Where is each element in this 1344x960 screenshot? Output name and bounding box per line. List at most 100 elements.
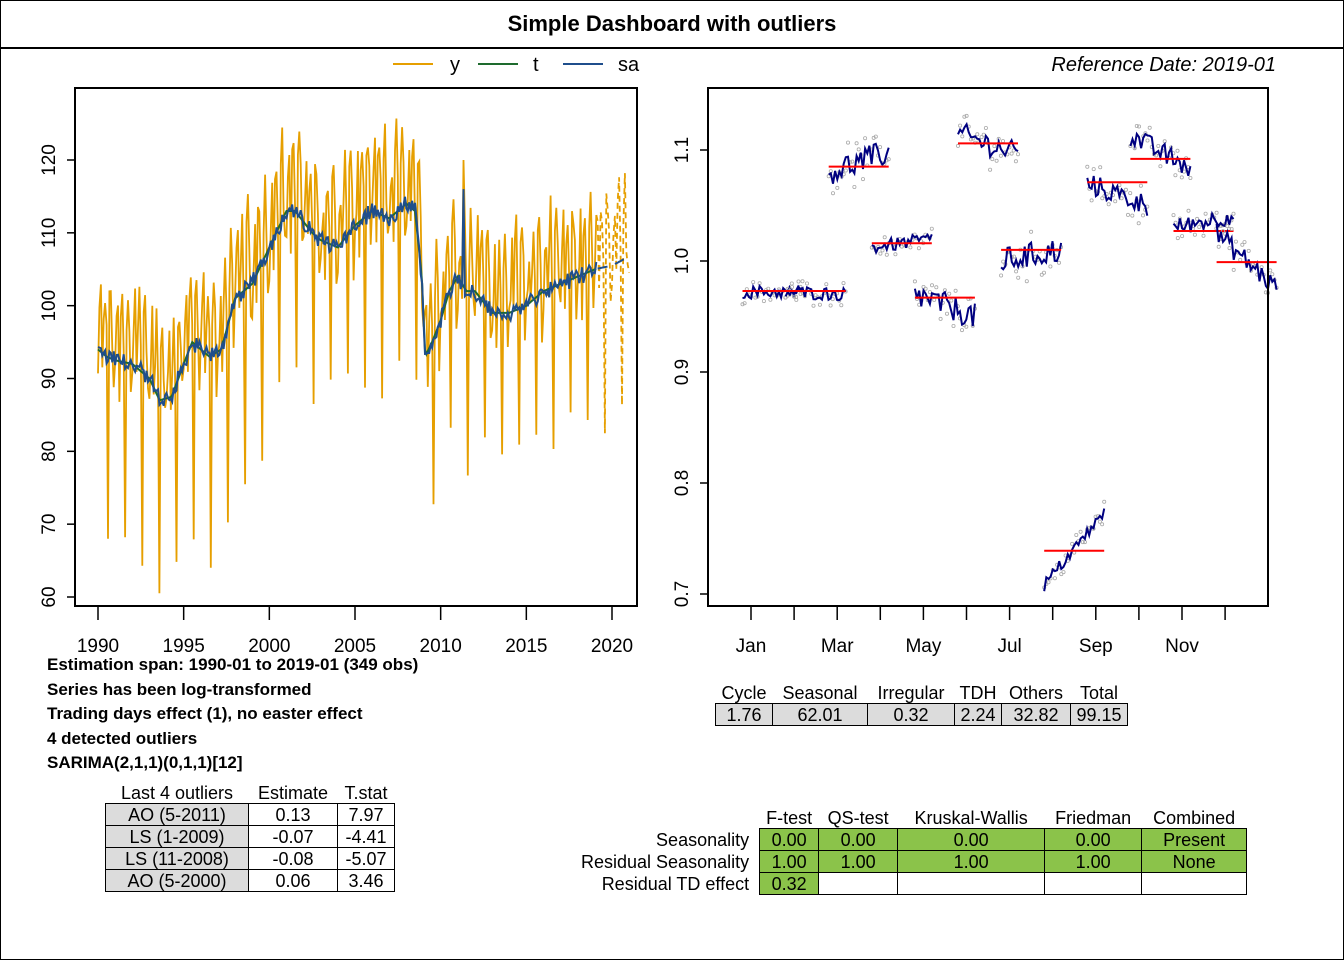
info-sarima-model: SARIMA(2,1,1)(0,1,1)[12] — [47, 753, 243, 772]
test-cell: 0.00 — [759, 828, 820, 851]
si-point — [949, 298, 954, 303]
legend: y t sa — [393, 54, 640, 76]
si-point — [1221, 229, 1226, 234]
si-group-jun — [956, 113, 1021, 172]
si-point — [817, 302, 822, 307]
variance-header-seasonal: Seasonal — [782, 683, 858, 703]
si-point — [960, 134, 965, 139]
si-point — [1100, 522, 1105, 527]
si-point — [1085, 164, 1090, 169]
si-seasonal-line — [871, 232, 933, 256]
si-point — [1016, 275, 1021, 280]
si-point — [1201, 233, 1206, 238]
test-cell: None — [1141, 850, 1248, 873]
si-group-nov — [1171, 208, 1236, 241]
si-point — [945, 311, 950, 316]
test-row-label: Residual Seasonality — [581, 851, 750, 872]
test-cell: 1.00 — [759, 850, 820, 873]
tests-header-qstest: QS-test — [827, 808, 889, 828]
si-point — [800, 279, 805, 284]
table-row: Residual Seasonality 1.00 1.00 1.00 1.00… — [578, 850, 1248, 873]
si-point — [1203, 211, 1208, 216]
si-point — [878, 145, 883, 150]
si-point — [789, 281, 794, 286]
si-group-dec — [1214, 210, 1279, 295]
table-row: AO (5-2000) 0.06 3.46 — [105, 869, 395, 892]
si-point — [835, 185, 840, 190]
si-point — [1078, 529, 1083, 534]
legend-label-t: t — [533, 54, 539, 76]
test-cell: Present — [1141, 828, 1248, 851]
si-point — [753, 295, 758, 300]
test-cell — [897, 872, 1046, 895]
si-point — [856, 147, 861, 152]
variance-irregular: 0.32 — [867, 703, 955, 726]
si-point — [1074, 533, 1079, 538]
si-point — [880, 248, 885, 253]
si-point — [1195, 216, 1200, 221]
si-group-apr — [869, 226, 934, 257]
si-point — [826, 174, 831, 179]
si-point — [1052, 576, 1057, 581]
si-point — [1145, 138, 1150, 143]
si-point — [886, 157, 891, 162]
si-point — [990, 157, 995, 162]
outlier-tstat: -4.41 — [337, 825, 395, 848]
si-point — [882, 235, 887, 240]
x-tick-label: 2020 — [591, 636, 633, 657]
si-point — [1089, 198, 1094, 203]
outlier-name: LS (1-2009) — [105, 825, 249, 848]
si-point — [998, 153, 1003, 158]
test-cell: 1.00 — [1044, 850, 1143, 873]
si-point — [930, 283, 935, 288]
outlier-estimate: 0.06 — [248, 869, 338, 892]
si-point — [843, 168, 848, 173]
si-point — [861, 177, 866, 182]
si-point — [1001, 139, 1006, 144]
si-point — [1175, 148, 1180, 153]
si-point — [768, 297, 773, 302]
si-point — [1137, 124, 1142, 129]
si-point — [962, 114, 967, 119]
table-row: LS (1-2009) -0.07 -4.41 — [105, 825, 395, 848]
y-tick-label: 110 — [39, 218, 60, 248]
outlier-name: AO (5-2011) — [105, 803, 249, 826]
x-tick-label: Mar — [821, 636, 854, 657]
x-tick-label: 1990 — [77, 636, 119, 657]
si-point — [999, 273, 1004, 278]
si-point — [932, 297, 937, 302]
table-row: Residual TD effect 0.32 — [578, 872, 1248, 895]
si-point — [1098, 165, 1103, 170]
si-point — [1242, 240, 1247, 245]
si-point — [1106, 202, 1111, 207]
info-log-transform: Series has been log-transformed — [47, 679, 312, 699]
test-cell: 0.00 — [1044, 828, 1143, 851]
test-row-label: Residual TD effect — [601, 873, 750, 894]
reference-date: Reference Date: 2019-01 — [1051, 54, 1276, 76]
si-point — [1227, 246, 1232, 251]
legend-label-y: y — [450, 54, 460, 76]
si-point — [1233, 239, 1238, 244]
si-point — [1216, 244, 1221, 249]
si-point — [1057, 260, 1062, 265]
si-point — [1147, 125, 1152, 130]
si-point — [916, 246, 921, 251]
si-group-mar — [826, 134, 891, 196]
variance-tdh: 2.24 — [954, 703, 1002, 726]
si-point — [1061, 570, 1066, 575]
si-point — [979, 135, 984, 140]
si-point — [1048, 264, 1053, 269]
si-point — [1158, 164, 1163, 169]
si-point — [994, 158, 999, 163]
si-point — [975, 132, 980, 137]
si-point — [790, 284, 795, 289]
si-point — [1197, 224, 1202, 229]
x-tick-label: 2010 — [420, 636, 462, 657]
si-point — [893, 252, 898, 257]
si-point — [1270, 272, 1275, 277]
si-point — [1225, 223, 1230, 228]
si-point — [1059, 572, 1064, 577]
si-group-oct — [1128, 124, 1193, 180]
si-point — [878, 251, 883, 256]
si-point — [757, 281, 762, 286]
